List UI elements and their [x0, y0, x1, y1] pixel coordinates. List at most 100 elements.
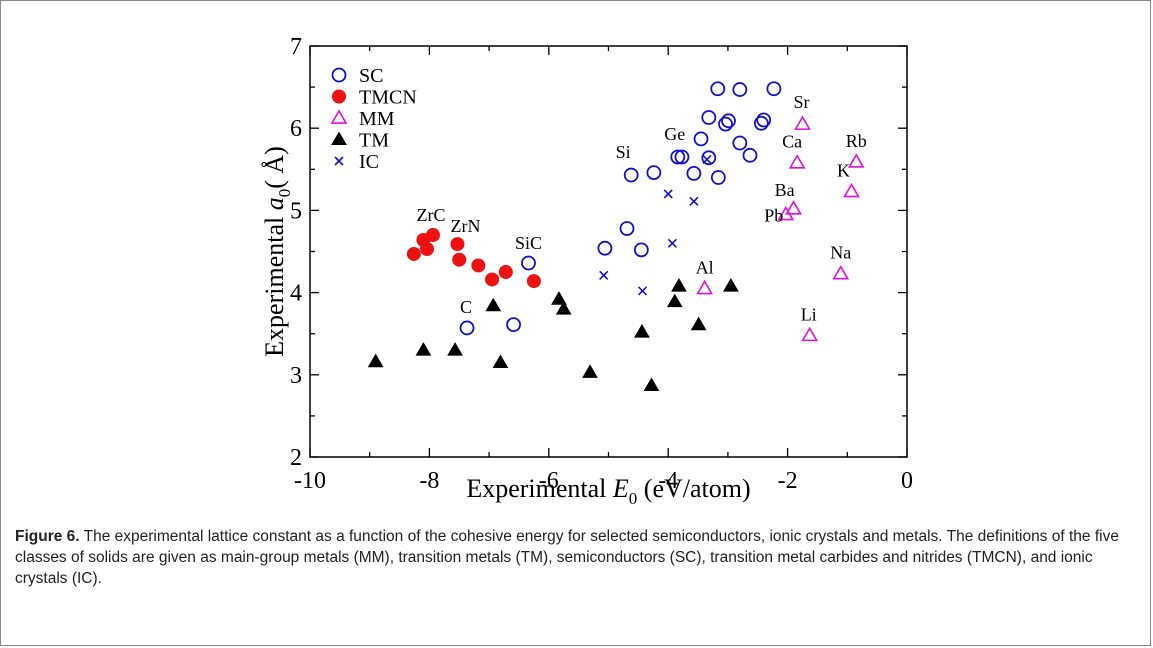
data-point-mm: [788, 154, 806, 169]
point-label: Si: [616, 142, 631, 162]
y-axis-title: Experimental a0( Å): [260, 146, 294, 357]
data-point-tmcn: [526, 274, 541, 289]
data-point-sc: [597, 240, 613, 256]
legend-label-tm: TM: [359, 130, 389, 152]
y-tick-label: 7: [290, 34, 302, 60]
data-point-tm: [492, 354, 509, 369]
x-tick-label: 0: [901, 468, 913, 494]
data-point-ic: [689, 196, 699, 206]
data-point-sc: [693, 131, 709, 147]
cross-stroke: [702, 154, 712, 165]
data-point-mm: [843, 182, 860, 198]
data-point-sc: [721, 113, 736, 129]
legend-label-ic: IC: [359, 151, 379, 173]
data-point-sc: [646, 165, 662, 180]
legend-marker-mm: [330, 109, 348, 124]
x-tick-label: -10: [294, 468, 326, 494]
data-point-tmcn: [452, 252, 467, 267]
data-point-sc: [701, 110, 717, 125]
data-point-mm: [785, 200, 802, 215]
point-label: Pb: [764, 206, 783, 226]
legend-marker-tmcn: [332, 89, 346, 104]
data-point-mm: [801, 326, 819, 342]
data-point-sc: [718, 116, 733, 132]
data-point-tm: [555, 301, 572, 315]
data-point-ic: [599, 270, 609, 280]
data-point-ic: [637, 286, 648, 296]
scatter-chart: -10 -8 -6 -4 -2 0 2 3 4 5 6 7 Experimental E0 (eV/at…: [260, 34, 913, 508]
data-point-tm: [415, 342, 432, 356]
point-label: Ca: [782, 132, 802, 152]
data-point-sc: [701, 150, 717, 166]
data-point-mm: [777, 205, 795, 221]
legend-label-sc: SC: [359, 65, 383, 87]
data-point-sc: [756, 112, 772, 128]
x-tick-label: -4: [658, 468, 678, 494]
data-point-sc: [506, 317, 521, 333]
x-tick-label: -2: [778, 468, 798, 494]
point-label: Al: [696, 257, 714, 277]
data-point-tmcn: [485, 272, 500, 287]
data-point-ic: [702, 154, 712, 165]
y-tick-label: 2: [290, 445, 302, 471]
data-point-sc: [623, 167, 639, 183]
point-label: K: [837, 160, 850, 180]
point-label: Na: [830, 243, 851, 263]
y-tick-label: 4: [290, 281, 302, 307]
data-point-sc: [710, 170, 726, 185]
point-label: SiC: [515, 233, 542, 253]
data-point-ic: [663, 189, 673, 199]
point-label: C: [460, 297, 472, 317]
data-point-sc: [732, 135, 748, 151]
data-point-tm: [643, 377, 660, 392]
data-point-sc: [459, 320, 475, 336]
cross-stroke: [599, 270, 609, 280]
series-tm: [367, 278, 739, 392]
series-tmcn: [406, 228, 541, 289]
data-point-mm: [794, 115, 811, 130]
point-label: Ba: [775, 180, 795, 200]
y-tick-label: 6: [290, 116, 302, 142]
data-point-sc: [521, 255, 536, 271]
cross-stroke: [334, 156, 344, 166]
data-point-tm: [671, 278, 687, 292]
data-point-sc: [686, 166, 702, 181]
data-point-tm: [666, 293, 683, 308]
data-point-sc: [753, 115, 769, 131]
series-ic: [599, 154, 712, 296]
data-point-tmcn: [406, 246, 421, 261]
data-point-sc: [742, 147, 758, 163]
data-point-tm: [367, 353, 384, 368]
data-point-tmcn: [450, 237, 465, 252]
data-point-sc: [674, 149, 690, 165]
data-point-ic: [667, 238, 677, 248]
point-label: Ge: [664, 124, 685, 144]
plot-layer: -10 -8 -6 -4 -2 0 2 3 4 5 6 7 Experimental E0 (eV/at…: [260, 34, 913, 508]
x-tick-label: -8: [419, 468, 439, 494]
data-point-sc: [732, 82, 748, 97]
point-label: ZrC: [416, 205, 445, 225]
cross-stroke: [663, 189, 673, 199]
legend-label-mm: MM: [359, 108, 395, 130]
data-point-tm: [447, 342, 463, 356]
data-point-mm: [847, 153, 865, 168]
legend-marker-tm: [331, 131, 347, 146]
series-sc: [459, 81, 782, 336]
data-point-tm: [690, 316, 707, 331]
caption-text: The experimental lattice constant as a f…: [15, 528, 1119, 587]
data-point-tm: [582, 364, 598, 378]
data-point-tmcn: [471, 258, 486, 273]
data-point-sc: [633, 242, 649, 258]
caption-label: Figure 6.: [15, 528, 80, 545]
data-point-tmcn: [498, 265, 513, 280]
y-tick-label: 5: [290, 198, 302, 224]
data-point-mm: [832, 265, 850, 280]
data-point-sc: [670, 149, 686, 165]
legend-label-tmcn: TMCN: [359, 87, 417, 109]
point-label: Sr: [794, 92, 810, 112]
legend-marker-sc: [331, 67, 347, 83]
y-tick-label: 3: [290, 363, 302, 389]
cross-stroke: [667, 238, 677, 248]
data-point-tmcn: [420, 242, 435, 257]
